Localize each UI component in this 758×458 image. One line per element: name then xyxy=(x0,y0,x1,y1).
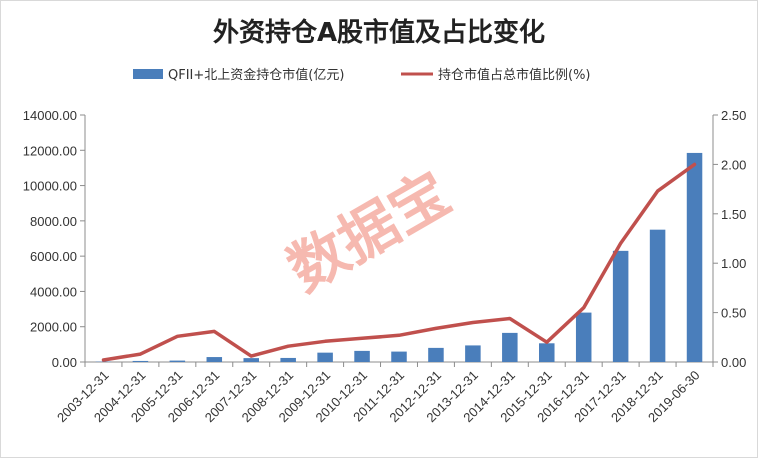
bar xyxy=(428,347,444,362)
bar xyxy=(317,352,333,362)
y-tick-label-left: 0.00 xyxy=(52,355,77,370)
y-tick-label-right: 1.50 xyxy=(721,207,746,222)
legend-bar-label: QFII+北上资金持仓市值(亿元) xyxy=(168,67,344,83)
legend: QFII+北上资金持仓市值(亿元) 持仓市值占总市值比例(%) xyxy=(133,67,591,83)
y-tick-label-right: 2.00 xyxy=(721,157,746,172)
bar xyxy=(502,332,518,362)
plot-area: 0.00 2000.00 4000.00 6000.00 8000.00 10000.00… xyxy=(23,108,747,425)
y-tick-label-left: 8000.00 xyxy=(30,214,77,229)
y-tick-label-left: 2000.00 xyxy=(30,320,77,335)
watermark: 数据宝 xyxy=(277,159,462,305)
bar xyxy=(132,360,149,362)
y-tick-label-right: 0.50 xyxy=(721,306,746,321)
y-tick-label-left: 10000.00 xyxy=(23,179,77,194)
y-tick-label-right: 2.50 xyxy=(721,108,746,123)
bar xyxy=(612,250,629,362)
bar xyxy=(539,343,555,362)
legend-bar-swatch xyxy=(133,69,163,79)
bar xyxy=(169,360,186,362)
bar xyxy=(575,312,592,362)
y-tick-label-left: 4000.00 xyxy=(30,284,77,299)
chart-title: 外资持仓A股市值及占比变化 xyxy=(213,17,545,48)
bar xyxy=(243,358,259,362)
bar xyxy=(354,350,370,362)
bar xyxy=(686,152,703,362)
bar xyxy=(391,351,407,362)
y-tick-label-left: 6000.00 xyxy=(30,249,77,264)
bar xyxy=(649,229,666,362)
bar xyxy=(465,345,481,362)
y-tick-label-right: 0.00 xyxy=(721,355,746,370)
legend-line-label: 持仓市值占总市值比例(%) xyxy=(438,67,591,83)
bar xyxy=(280,357,296,362)
y-tick-label-left: 12000.00 xyxy=(23,143,77,158)
series-line xyxy=(101,162,697,362)
y-tick-label-left: 14000.00 xyxy=(23,108,77,123)
bar xyxy=(206,357,223,362)
y-tick-label-right: 1.00 xyxy=(721,256,746,271)
